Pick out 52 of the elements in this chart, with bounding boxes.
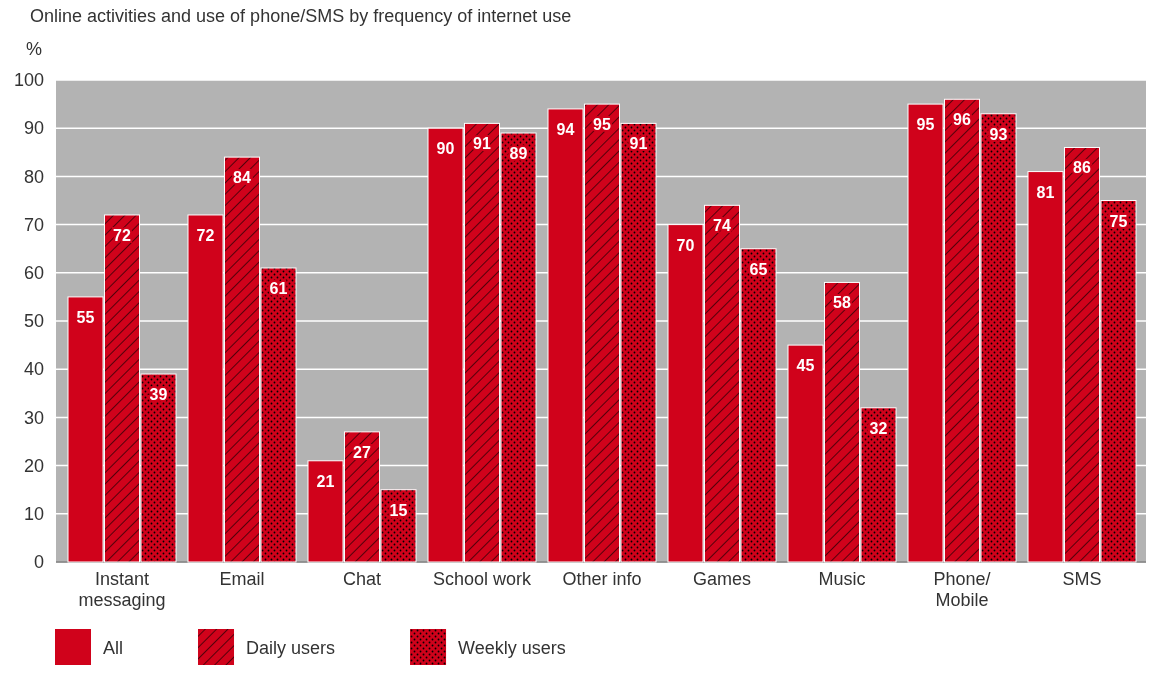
data-label: 39: [149, 386, 168, 404]
data-label: 75: [1109, 212, 1128, 230]
data-label: 72: [113, 226, 131, 244]
data-label: 95: [916, 116, 935, 134]
data-label: 89: [509, 145, 528, 163]
data-label: 84: [233, 169, 251, 187]
y-tick-label: 20: [23, 455, 44, 476]
y-tick-label: 70: [23, 214, 44, 235]
data-label: 94: [556, 120, 575, 138]
data-label: 90: [436, 140, 455, 158]
data-label: 91: [629, 135, 648, 153]
legend-label: Weekly users: [458, 638, 566, 658]
y-tick-label: 40: [23, 359, 44, 380]
x-tick-label: Chat: [342, 568, 382, 589]
data-label: 58: [833, 294, 851, 312]
legend-label: All: [103, 638, 124, 658]
data-label: 91: [473, 135, 491, 153]
data-label: 65: [749, 260, 768, 278]
y-tick-label: 100: [13, 70, 44, 91]
data-label: 96: [953, 111, 971, 129]
data-label: 15: [389, 501, 408, 519]
x-tick-label: Instant messaging: [78, 568, 166, 611]
x-tick-label: Other info: [562, 568, 642, 589]
data-label: 81: [1036, 183, 1055, 201]
y-axis-title: %: [26, 39, 43, 59]
legend-label: Daily users: [246, 638, 336, 658]
data-label: 61: [269, 279, 288, 297]
data-label: 86: [1073, 159, 1091, 177]
data-label: 45: [796, 357, 815, 375]
y-tick-label: 30: [23, 407, 44, 428]
data-label: 72: [196, 226, 215, 244]
data-label: 70: [676, 236, 695, 254]
data-label: 95: [593, 116, 611, 134]
y-tick-label: 90: [23, 118, 44, 139]
data-label: 93: [989, 125, 1008, 143]
data-label: 32: [869, 419, 888, 437]
chart-title: Online activities and use of phone/SMS by frequency of internet use: [30, 6, 572, 26]
y-tick-label: 80: [23, 166, 44, 187]
data-label: 27: [353, 443, 371, 461]
x-tick-label: SMS: [1062, 568, 1102, 589]
y-tick-label: 50: [23, 311, 44, 332]
x-tick-label: School work: [432, 568, 533, 589]
x-tick-label: Phone/ Mobile: [933, 568, 991, 611]
y-tick-label: 60: [23, 263, 44, 284]
x-tick-label: Games: [692, 568, 752, 589]
x-tick-label: Music: [818, 568, 866, 589]
data-label: 74: [713, 217, 731, 235]
x-tick-label: Email: [219, 568, 265, 589]
data-label: 21: [316, 472, 335, 490]
y-tick-label: 10: [23, 504, 44, 525]
y-tick-label: 0: [33, 552, 44, 573]
data-label: 55: [76, 308, 95, 326]
